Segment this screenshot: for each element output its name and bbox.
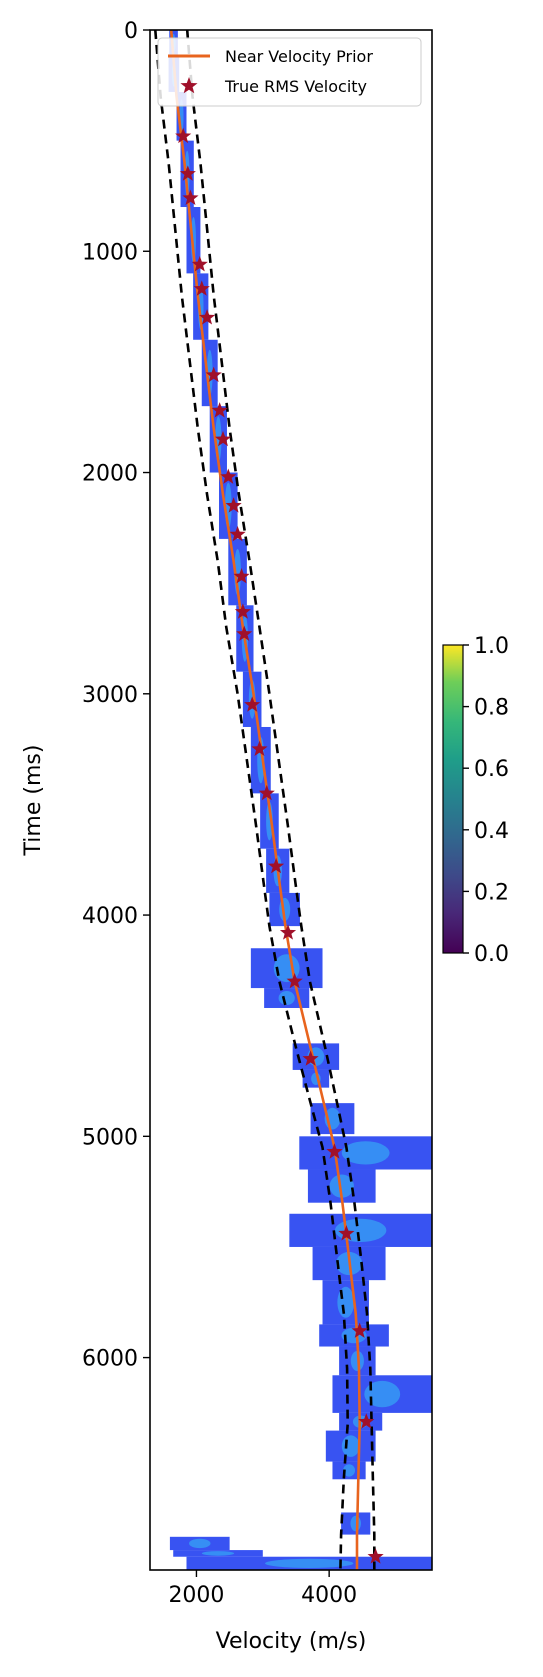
colorbar-tick-label: 0.8	[474, 696, 509, 721]
true-rms-point	[258, 784, 275, 801]
colorbar-tick-label: 1.0	[474, 634, 509, 659]
true-rms-point	[286, 972, 303, 989]
y-tick-label: 3000	[82, 683, 138, 708]
x-tick-label: 2000	[168, 1583, 224, 1608]
x-axis-label: Velocity (m/s)	[216, 1629, 367, 1654]
true-rms-point	[302, 1050, 319, 1066]
series-layer	[154, 30, 376, 1570]
semblance-peak	[201, 1551, 235, 1556]
y-axis-ticks: 0 1000 2000 3000 4000 5000 6000	[82, 19, 150, 1372]
true-rms-point	[175, 127, 192, 144]
true-rms-markers	[175, 127, 384, 1564]
true-rms-point	[338, 1225, 355, 1241]
colorbar-tick-label: 0.0	[474, 942, 509, 967]
colorbar-gradient	[442, 644, 464, 954]
true-rms-point	[220, 468, 237, 484]
true-rms-point	[191, 256, 208, 272]
colorbar-tick-label: 0.4	[474, 819, 509, 844]
colorbar: 0.0 0.2 0.4 0.6 0.8 1.0	[442, 634, 509, 967]
true-rms-point	[229, 525, 246, 542]
true-rms-point	[244, 696, 261, 712]
legend-label-near-velocity-prior: Near Velocity Prior	[225, 47, 373, 66]
prior-bound-lower-line	[154, 30, 350, 1570]
y-tick-label: 2000	[82, 462, 138, 487]
prior-bound-upper-line	[185, 30, 376, 1570]
semblance-peak	[265, 1558, 354, 1569]
true-rms-point	[279, 924, 297, 940]
legend-box	[157, 37, 422, 107]
true-rms-point	[233, 568, 250, 584]
true-rms-point	[182, 189, 199, 206]
colorbar-tick-label: 0.6	[474, 757, 509, 782]
true-rms-point	[205, 366, 222, 383]
true-rms-point	[358, 1413, 375, 1429]
y-tick-label: 6000	[82, 1347, 138, 1372]
true-rms-point	[193, 280, 210, 296]
true-rms-point	[251, 740, 268, 756]
true-rms-point	[367, 1548, 384, 1564]
true-rms-point	[267, 857, 285, 874]
x-tick-label: 4000	[301, 1583, 357, 1608]
y-axis-label: Time (ms)	[21, 745, 46, 857]
x-axis-ticks: 2000 4000	[168, 1570, 357, 1608]
y-tick-label: 1000	[82, 240, 138, 265]
true-rms-point	[214, 430, 232, 447]
y-tick-label: 5000	[82, 1125, 138, 1150]
legend: Near Velocity Prior True RMS Velocity	[157, 37, 422, 107]
true-rms-point	[351, 1322, 368, 1338]
semblance-peak	[189, 1538, 211, 1549]
colorbar-ticks: 0.0 0.2 0.4 0.6 0.8 1.0	[463, 634, 509, 967]
semblance-heatmap	[168, 30, 432, 1570]
true-rms-point	[225, 497, 242, 513]
colorbar-tick-label: 0.2	[474, 880, 509, 905]
true-rms-point	[198, 309, 216, 325]
y-tick-label: 4000	[82, 904, 138, 929]
semblance-peak	[341, 1141, 390, 1165]
true-rms-point	[179, 165, 196, 181]
semblance-peak	[364, 1380, 401, 1408]
near-velocity-prior-line	[169, 30, 362, 1570]
true-rms-point	[236, 625, 253, 641]
true-rms-point	[326, 1143, 343, 1159]
plot-frame	[149, 29, 433, 1571]
semblance-peak	[343, 1464, 356, 1477]
y-tick-label: 0	[124, 19, 138, 44]
legend-star-swatch	[180, 77, 198, 94]
true-rms-point	[234, 603, 251, 619]
semblance-peak	[350, 1515, 361, 1532]
semblance-peak	[278, 991, 295, 1006]
legend-label-true-rms-velocity: True RMS Velocity	[224, 77, 367, 96]
semblance-peak	[329, 1174, 354, 1198]
semblance-peak	[341, 1435, 360, 1457]
true-rms-point	[211, 402, 228, 418]
